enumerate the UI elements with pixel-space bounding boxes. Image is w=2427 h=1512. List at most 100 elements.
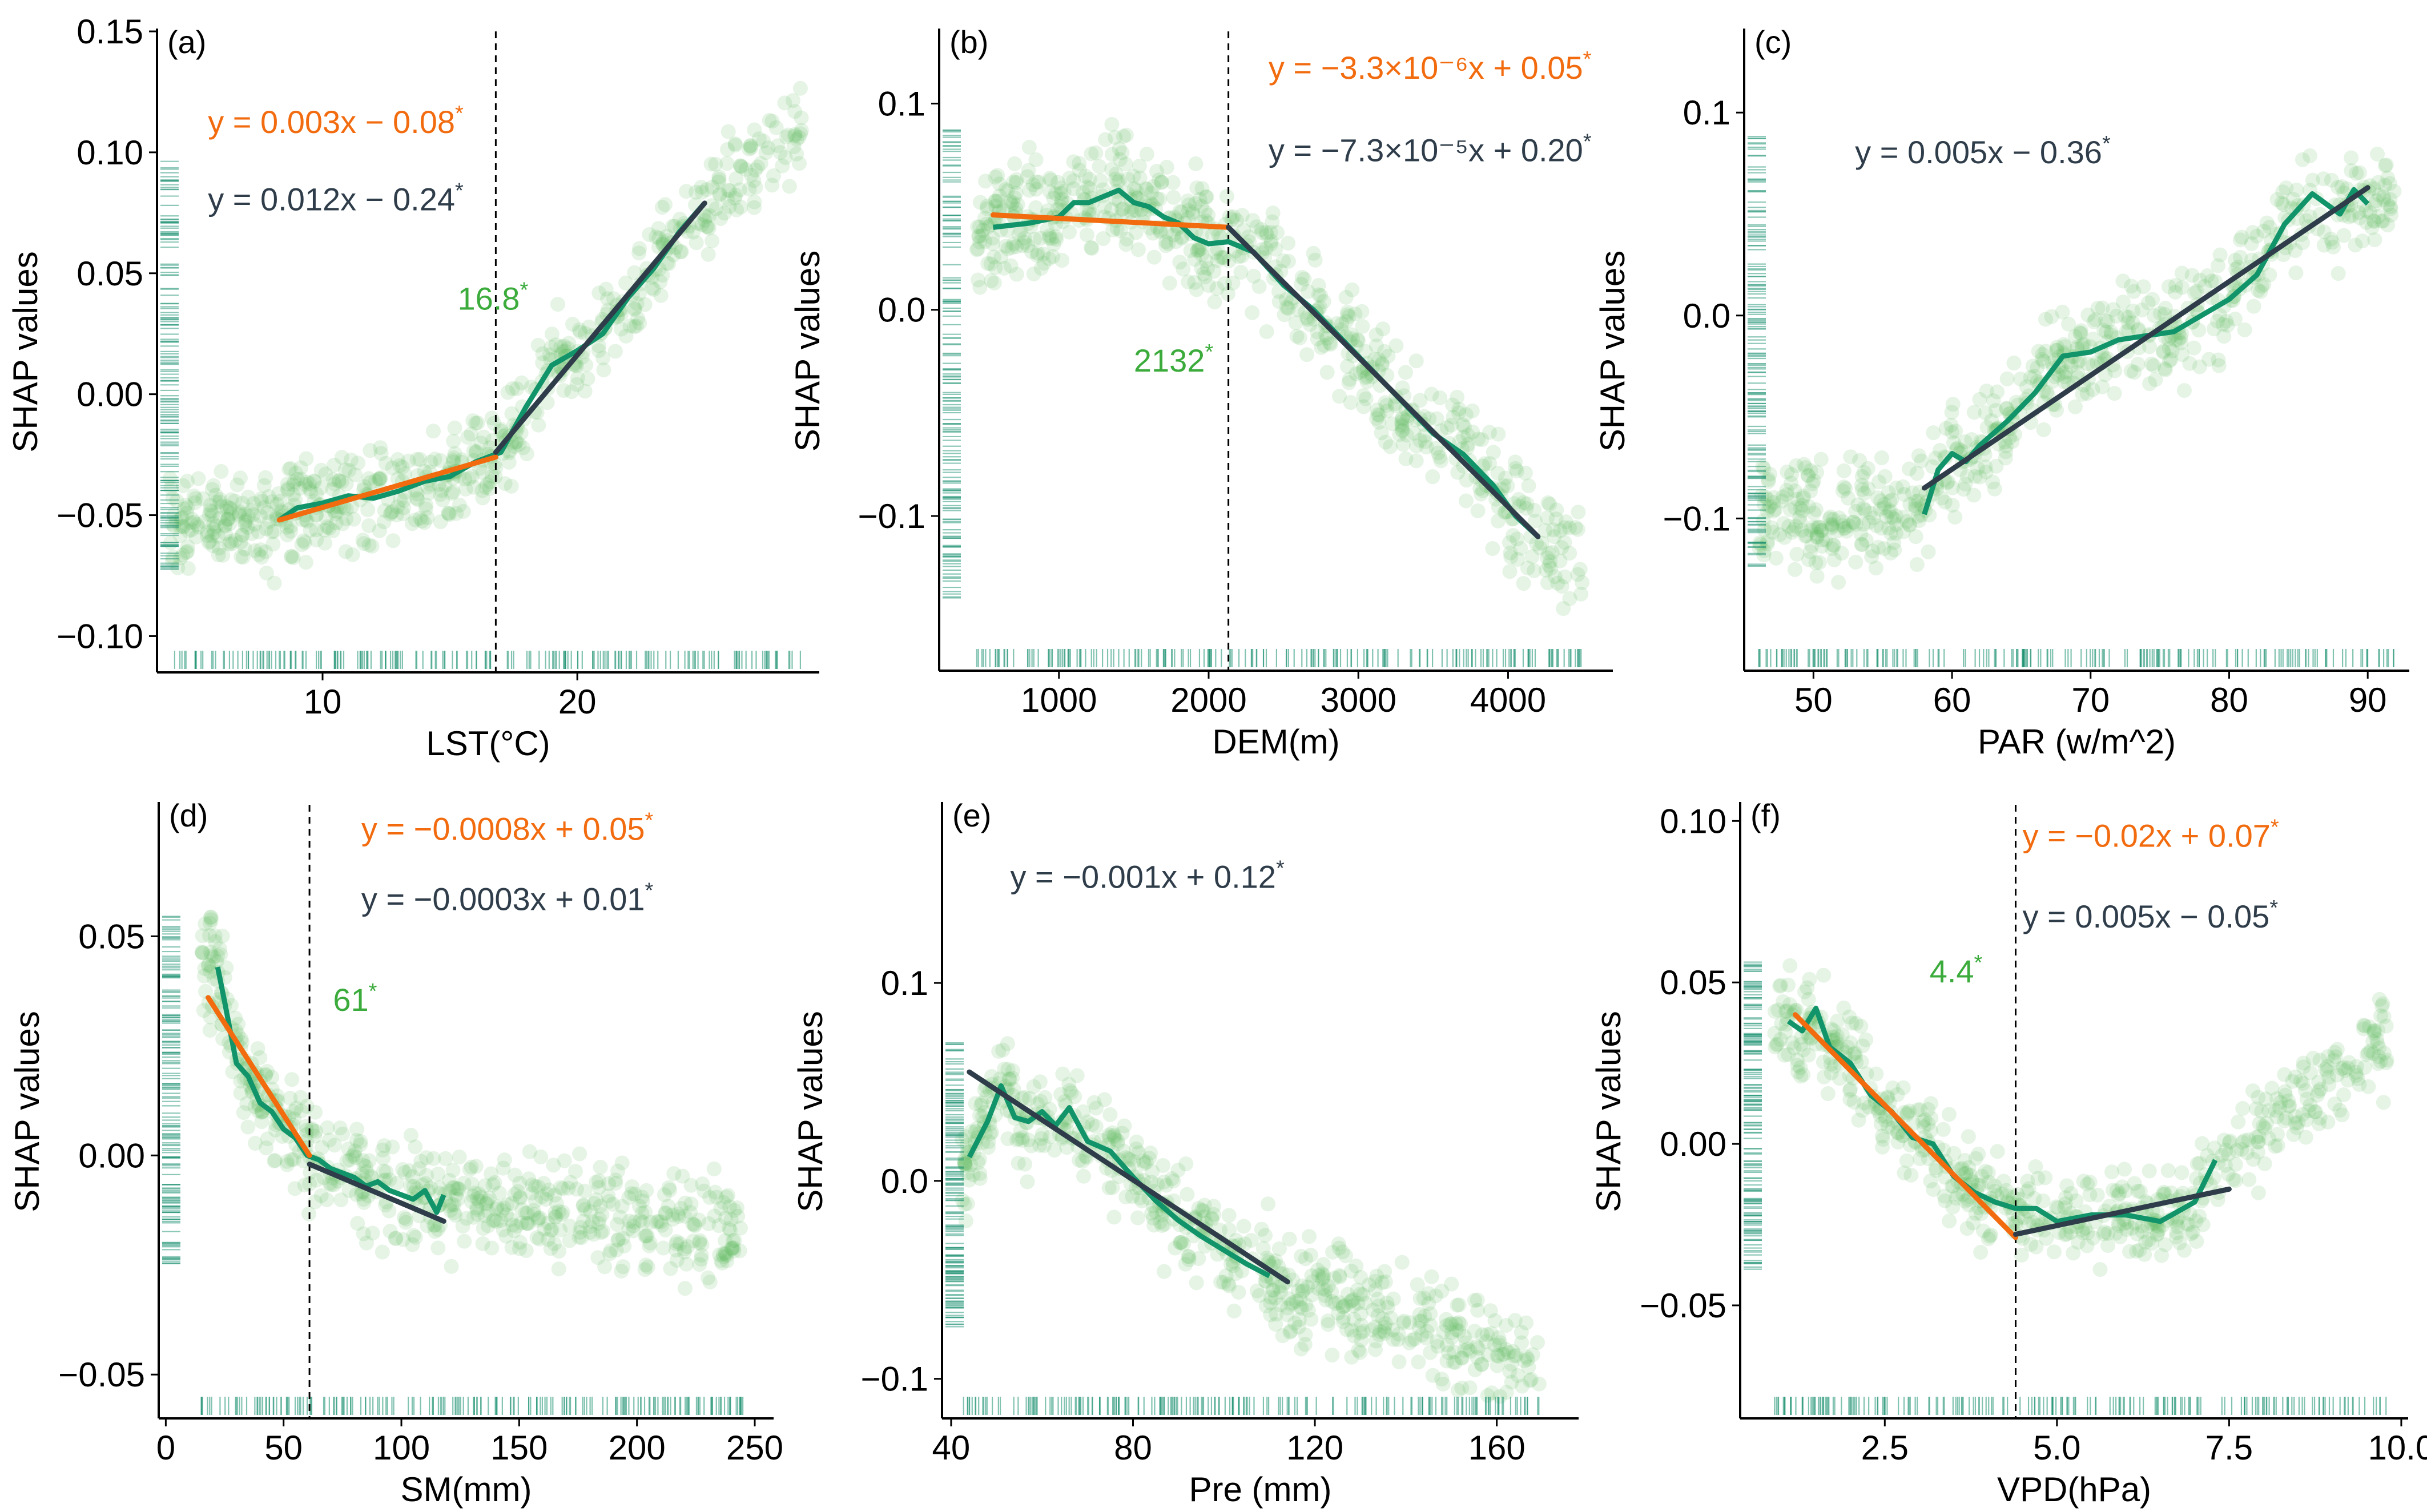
scatter-point [1040, 203, 1056, 219]
scatter-point [1231, 1284, 1246, 1300]
scatter-point [227, 493, 243, 509]
scatter-point [363, 443, 378, 458]
scatter-point [750, 159, 766, 175]
scatter-point [979, 201, 995, 216]
scatter-point [565, 317, 581, 332]
scatter-point [2174, 335, 2189, 350]
scatter-point [207, 928, 223, 944]
scatter-point [485, 1177, 501, 1192]
scatter-point [1464, 403, 1480, 418]
scatter-point [1370, 402, 1385, 418]
scatter-point [293, 1103, 309, 1119]
scatter-point [1201, 278, 1216, 293]
scatter-point [1020, 169, 1035, 184]
scatter-point [1378, 434, 1393, 450]
y-tick-label: 0.1 [878, 84, 925, 123]
scatter-point [1570, 567, 1585, 582]
scatter-point [979, 216, 994, 232]
scatter-point [2107, 386, 2122, 401]
scatter-point [1856, 501, 1871, 516]
scatter-point [240, 509, 256, 524]
scatter-point [789, 146, 804, 162]
scatter-point [1500, 478, 1515, 494]
scatter-point [1321, 1317, 1336, 1332]
scatter-point [500, 385, 516, 400]
scatter-point [618, 275, 634, 291]
scatter-point [1288, 315, 1303, 330]
scatter-point [1544, 545, 1560, 560]
scatter-point [977, 211, 992, 226]
scatter-point [233, 1086, 248, 1101]
scatter-point [259, 565, 274, 580]
scatter-point [786, 93, 801, 108]
scatter-point [187, 495, 203, 510]
scatter-point [447, 446, 462, 461]
scatter-point [746, 173, 762, 188]
scatter-point [1104, 116, 1120, 132]
x-tick-label: 0 [156, 1429, 175, 1467]
scatter-point [292, 481, 308, 496]
scatter-point [410, 492, 425, 507]
scatter-point [996, 260, 1012, 276]
scatter-point [212, 492, 228, 507]
y-tick-label: 0.05 [77, 255, 143, 293]
scatter-point [987, 193, 1003, 209]
scatter-point [1932, 443, 1947, 458]
scatter-point [222, 537, 237, 552]
scatter-point [1190, 242, 1205, 257]
scatter-point [1492, 1389, 1508, 1404]
scatter-point [344, 499, 360, 514]
x-tick-label: 250 [726, 1429, 783, 1467]
x-axis-title: SM(mm) [401, 1470, 532, 1509]
scatter-point [629, 296, 645, 311]
scatter-point [361, 537, 377, 553]
scatter-point [627, 302, 642, 317]
scatter-point [1516, 495, 1531, 510]
scatter-point [186, 488, 202, 503]
scatter-point [321, 1132, 337, 1148]
scatter-point [214, 463, 229, 479]
scatter-point [748, 180, 763, 195]
scatter-point [1909, 557, 1925, 572]
scatter-point [721, 183, 736, 198]
scatter-point [240, 520, 255, 535]
scatter-point [1199, 189, 1214, 204]
scatter-point [2006, 356, 2022, 371]
scatter-point [435, 492, 450, 507]
scatter-point [1140, 182, 1155, 197]
scatter-point [1836, 463, 1852, 478]
scatter-point [1259, 324, 1274, 340]
scatter-point [393, 492, 408, 507]
scatter-point [1474, 1357, 1489, 1372]
scatter-point [607, 344, 623, 359]
scatter-point [569, 377, 585, 392]
x-tick-label: 200 [609, 1429, 666, 1467]
scatter-point [505, 381, 520, 396]
scatter-point [313, 462, 329, 478]
scatter-point [445, 453, 461, 468]
scatter-point [1307, 252, 1323, 268]
scatter-point [983, 256, 999, 272]
scatter-point [1325, 1348, 1340, 1363]
scatter-point [245, 507, 261, 522]
scatter-point [653, 274, 668, 289]
scatter-point [376, 514, 392, 530]
scatter-point [331, 473, 347, 488]
scatter-point [1306, 245, 1321, 261]
scatter-point [390, 499, 405, 514]
scatter-point [591, 1173, 607, 1188]
scatter-point [309, 486, 324, 502]
scatter-point [444, 486, 460, 501]
scatter-point [234, 549, 249, 565]
scatter-point [180, 523, 196, 539]
scatter-point [2036, 422, 2051, 437]
scatter-point [1245, 213, 1261, 228]
scatter-point [672, 211, 687, 227]
scatter-point [180, 473, 195, 489]
scatter-point [530, 337, 546, 353]
scatter-point [2316, 224, 2332, 240]
scatter-point [725, 1240, 740, 1256]
scatter-point [1000, 183, 1015, 199]
scatter-point [988, 198, 1004, 213]
scatter-point [1902, 461, 1917, 477]
